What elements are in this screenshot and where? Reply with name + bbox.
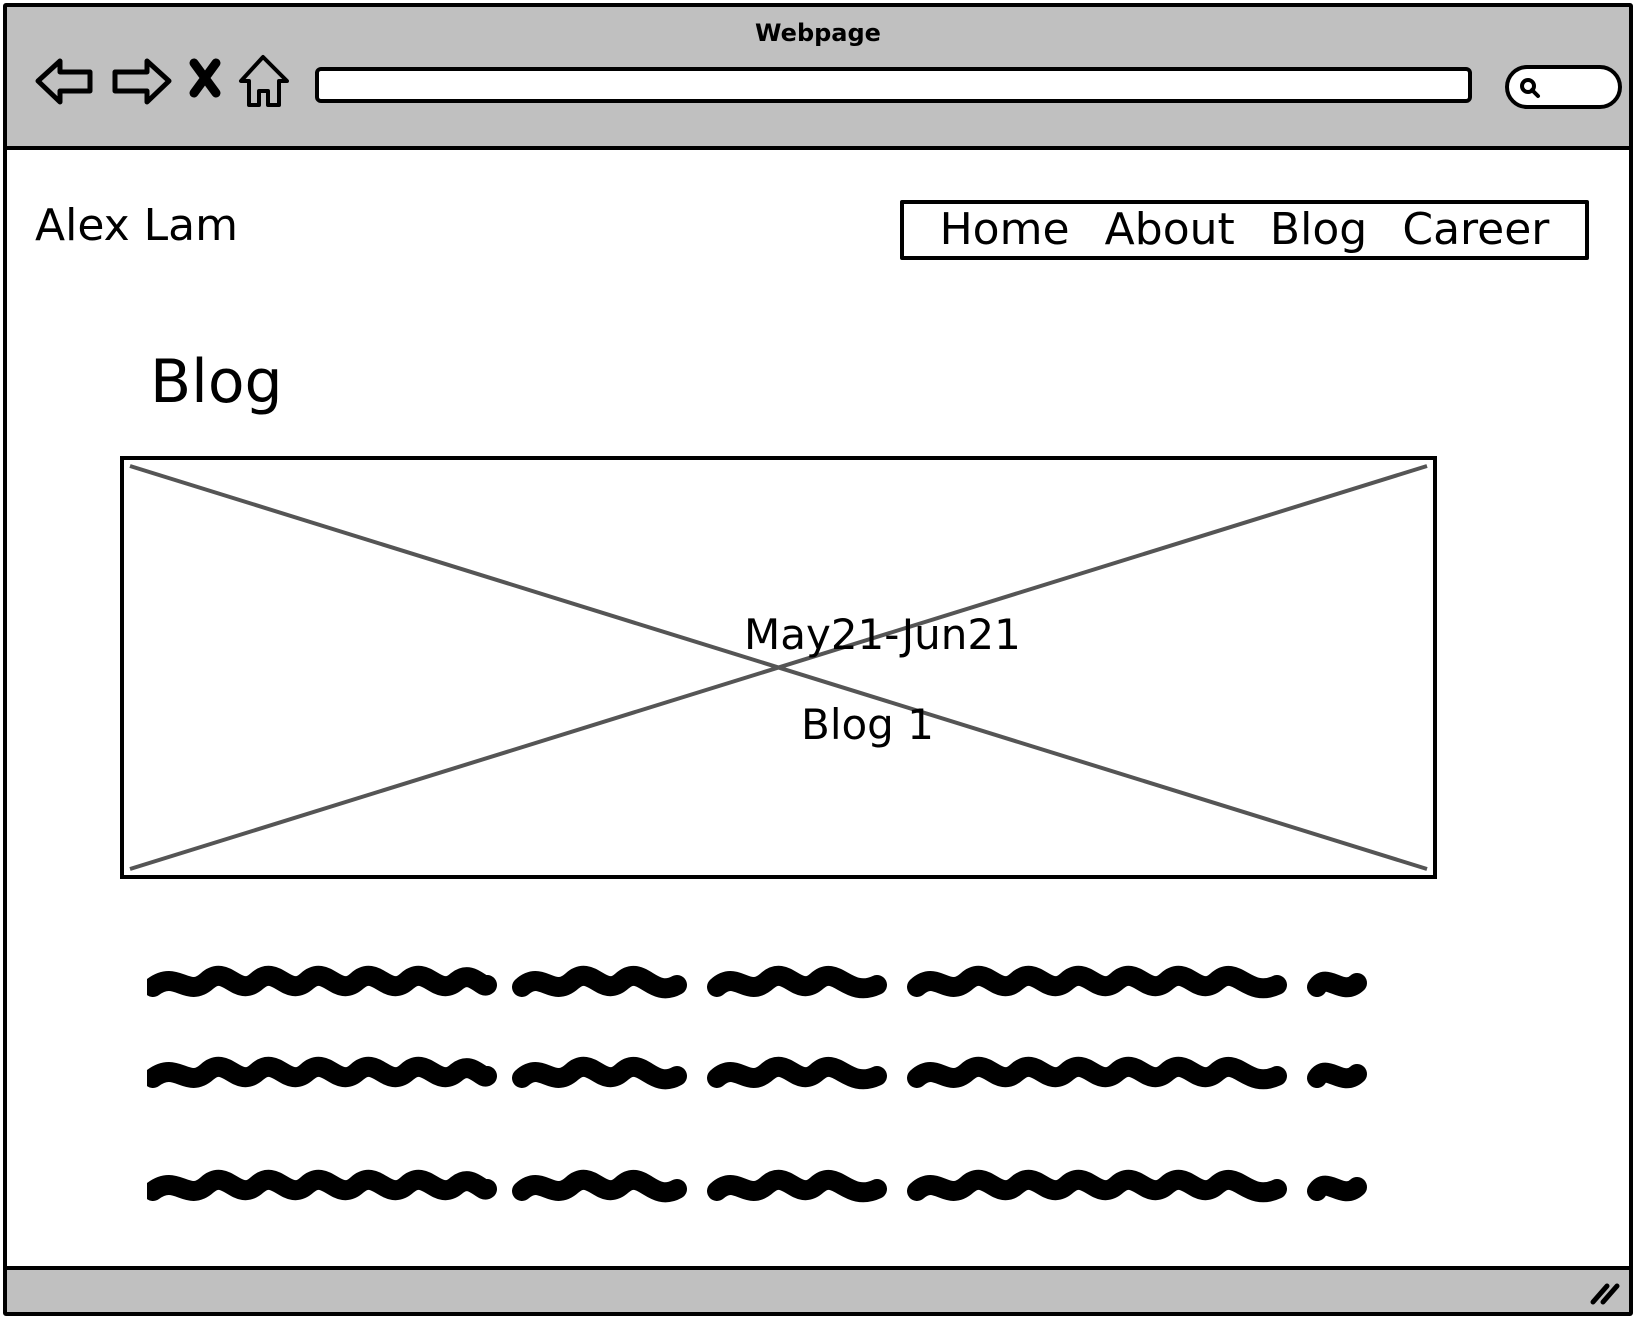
status-bar — [7, 1266, 1629, 1312]
main-menu: Home About Blog Career — [900, 200, 1589, 260]
menu-item-about[interactable]: About — [1104, 204, 1235, 255]
text-placeholder-line — [147, 965, 1367, 999]
browser-search-box[interactable] — [1505, 65, 1622, 109]
blog-date: May21-Jun21 — [744, 610, 1021, 659]
browser-toolbar: Webpage — [7, 7, 1629, 150]
menu-item-home[interactable]: Home — [939, 204, 1070, 255]
menu-item-career[interactable]: Career — [1402, 204, 1550, 255]
address-bar[interactable] — [315, 67, 1472, 103]
image-placeholder-cross — [129, 464, 1428, 871]
page-title: Blog — [150, 347, 283, 417]
browser-window: Webpage Alex Lam Home About Blog Career … — [3, 3, 1633, 1316]
text-placeholder-line — [147, 1169, 1367, 1203]
forward-arrow-icon[interactable] — [107, 49, 173, 115]
search-icon — [1520, 78, 1540, 98]
site-brand[interactable]: Alex Lam — [35, 200, 238, 251]
window-title: Webpage — [755, 19, 881, 47]
blog-title: Blog 1 — [801, 700, 934, 749]
stop-icon[interactable] — [182, 49, 248, 115]
back-arrow-icon[interactable] — [34, 49, 100, 115]
text-placeholder-line — [147, 1056, 1367, 1090]
resize-grip-icon[interactable] — [1589, 1276, 1623, 1306]
blog-image-placeholder[interactable]: May21-Jun21 Blog 1 — [120, 456, 1437, 879]
menu-item-blog[interactable]: Blog — [1269, 204, 1368, 255]
home-icon[interactable] — [235, 49, 301, 115]
